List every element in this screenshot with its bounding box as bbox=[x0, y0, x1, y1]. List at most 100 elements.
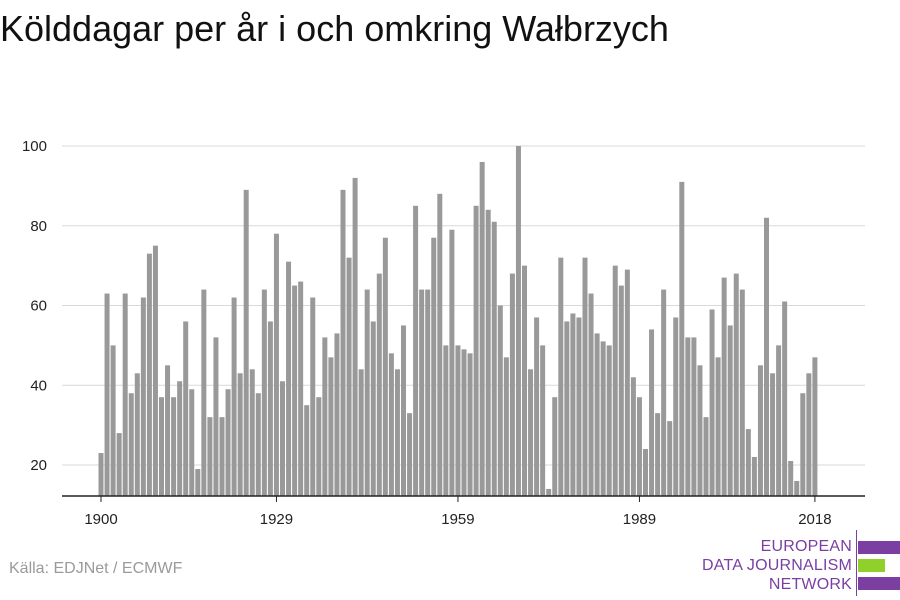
bar-1943[interactable] bbox=[358, 369, 364, 496]
bar-1995[interactable] bbox=[673, 317, 679, 496]
bar-1997[interactable] bbox=[685, 337, 691, 496]
bar-1952[interactable] bbox=[413, 205, 419, 496]
bar-1953[interactable] bbox=[419, 289, 425, 496]
bar-1946[interactable] bbox=[376, 273, 382, 496]
bar-1949[interactable] bbox=[394, 369, 400, 496]
bar-1910[interactable] bbox=[159, 397, 164, 496]
bar-1985[interactable] bbox=[612, 265, 618, 497]
bar-1954[interactable] bbox=[425, 289, 431, 496]
bar-1914[interactable] bbox=[183, 321, 189, 496]
bar-1990[interactable] bbox=[643, 449, 648, 496]
bar-2004[interactable] bbox=[727, 325, 733, 496]
bar-2002[interactable] bbox=[715, 357, 721, 496]
bar-2018[interactable] bbox=[812, 357, 818, 496]
bar-2011[interactable] bbox=[770, 373, 776, 496]
bar-1972[interactable] bbox=[534, 317, 540, 496]
bar-1958[interactable] bbox=[449, 229, 455, 497]
bar-1993[interactable] bbox=[661, 289, 667, 496]
bar-1925[interactable] bbox=[249, 369, 255, 496]
bar-1920[interactable] bbox=[219, 417, 225, 496]
bar-1937[interactable] bbox=[322, 337, 328, 496]
bar-2000[interactable] bbox=[703, 417, 709, 496]
bar-2010[interactable] bbox=[764, 217, 769, 496]
bar-1927[interactable] bbox=[261, 289, 267, 496]
bar-1961[interactable] bbox=[467, 353, 473, 496]
bar-1976[interactable] bbox=[558, 257, 564, 496]
bar-1977[interactable] bbox=[564, 321, 570, 496]
bar-1907[interactable] bbox=[140, 297, 146, 496]
bar-1960[interactable] bbox=[461, 349, 467, 496]
bar-1955[interactable] bbox=[431, 237, 437, 496]
bar-1999[interactable] bbox=[697, 365, 703, 496]
bar-1922[interactable] bbox=[231, 297, 237, 496]
bar-1986[interactable] bbox=[618, 285, 624, 496]
bar-1992[interactable] bbox=[655, 413, 661, 496]
bar-1951[interactable] bbox=[407, 413, 413, 496]
bar-1974[interactable] bbox=[546, 488, 552, 496]
bar-1926[interactable] bbox=[255, 393, 261, 496]
bar-1950[interactable] bbox=[401, 325, 406, 496]
bar-1994[interactable] bbox=[667, 421, 673, 496]
bar-1978[interactable] bbox=[570, 313, 576, 496]
bar-1971[interactable] bbox=[528, 369, 534, 496]
bar-1996[interactable] bbox=[679, 181, 685, 496]
bar-1931[interactable] bbox=[286, 261, 292, 496]
bar-1948[interactable] bbox=[388, 353, 394, 496]
bar-1944[interactable] bbox=[364, 289, 370, 496]
bar-2009[interactable] bbox=[757, 365, 763, 496]
bar-1935[interactable] bbox=[310, 297, 316, 496]
bar-1973[interactable] bbox=[540, 345, 546, 497]
bar-1989[interactable] bbox=[636, 397, 642, 496]
bar-2014[interactable] bbox=[788, 461, 794, 496]
bar-1982[interactable] bbox=[594, 333, 600, 496]
bar-1916[interactable] bbox=[195, 468, 201, 496]
bar-1918[interactable] bbox=[207, 417, 213, 496]
bar-1956[interactable] bbox=[437, 193, 443, 496]
bar-1923[interactable] bbox=[237, 373, 243, 496]
bar-1912[interactable] bbox=[171, 397, 177, 496]
bar-1936[interactable] bbox=[316, 397, 322, 496]
bar-1984[interactable] bbox=[606, 345, 612, 497]
bar-2008[interactable] bbox=[751, 457, 757, 496]
bar-1929[interactable] bbox=[273, 233, 279, 496]
bar-1957[interactable] bbox=[443, 345, 449, 497]
bar-1932[interactable] bbox=[292, 285, 298, 496]
bar-1987[interactable] bbox=[624, 269, 630, 496]
bar-1979[interactable] bbox=[576, 317, 582, 496]
bar-1970[interactable] bbox=[522, 265, 527, 497]
bar-1947[interactable] bbox=[382, 237, 388, 496]
bar-2012[interactable] bbox=[776, 345, 782, 497]
bar-1900[interactable] bbox=[98, 453, 104, 496]
bar-1939[interactable] bbox=[334, 333, 340, 496]
bar-1909[interactable] bbox=[152, 245, 158, 496]
bar-1968[interactable] bbox=[509, 273, 515, 496]
bar-1967[interactable] bbox=[503, 357, 509, 496]
bar-2005[interactable] bbox=[733, 273, 739, 496]
bar-1966[interactable] bbox=[497, 305, 503, 497]
bar-1988[interactable] bbox=[630, 377, 636, 496]
bar-1981[interactable] bbox=[588, 293, 594, 496]
bar-2007[interactable] bbox=[745, 429, 751, 496]
bar-1964[interactable] bbox=[485, 209, 491, 497]
bar-1963[interactable] bbox=[479, 161, 485, 496]
bar-1965[interactable] bbox=[491, 221, 497, 496]
bar-1980[interactable] bbox=[582, 257, 588, 496]
bar-1941[interactable] bbox=[346, 257, 352, 496]
bar-1942[interactable] bbox=[352, 177, 358, 496]
bar-1908[interactable] bbox=[146, 253, 152, 496]
bar-1919[interactable] bbox=[213, 337, 219, 496]
bar-2015[interactable] bbox=[794, 480, 800, 496]
bar-1905[interactable] bbox=[128, 393, 134, 496]
bar-2003[interactable] bbox=[721, 277, 727, 496]
bar-1911[interactable] bbox=[165, 365, 171, 496]
bar-1903[interactable] bbox=[116, 433, 122, 496]
bar-1917[interactable] bbox=[201, 289, 207, 496]
bar-1921[interactable] bbox=[225, 389, 231, 496]
bar-1959[interactable] bbox=[455, 345, 461, 497]
bar-2017[interactable] bbox=[806, 373, 812, 496]
bar-1969[interactable] bbox=[515, 146, 521, 496]
bar-2001[interactable] bbox=[709, 309, 715, 496]
bar-1983[interactable] bbox=[600, 341, 606, 496]
bar-1906[interactable] bbox=[134, 373, 140, 496]
bar-1934[interactable] bbox=[304, 405, 310, 496]
